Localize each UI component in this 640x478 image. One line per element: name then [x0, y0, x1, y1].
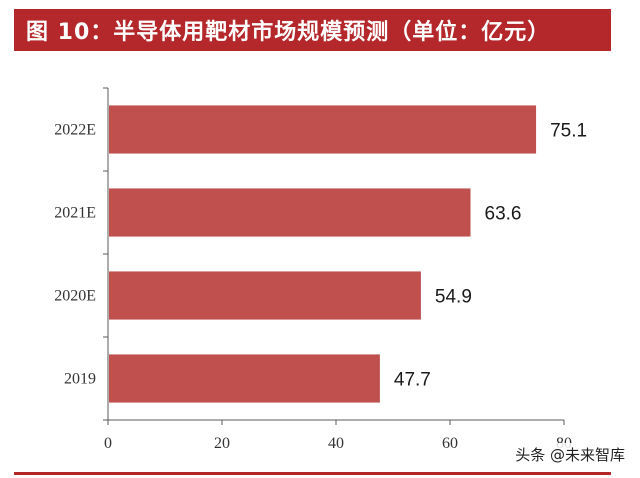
data-label: 63.6	[485, 204, 522, 225]
category-label: 2021E	[54, 205, 96, 222]
bar	[109, 188, 471, 237]
category-label: 2020E	[54, 288, 96, 305]
x-tick-label: 40	[328, 435, 344, 452]
data-label: 47.7	[394, 370, 431, 391]
category-label: 2022E	[54, 122, 96, 139]
watermark: 头条 @未来智库	[512, 443, 628, 466]
bar	[109, 354, 380, 403]
bar	[109, 271, 421, 320]
data-label: 54.9	[435, 287, 472, 308]
chart-title: 图 10：半导体用靶材市场规模预测（单位：亿元）	[26, 20, 551, 45]
x-tick-label: 20	[214, 435, 230, 452]
bottom-rule	[14, 472, 611, 475]
data-label: 75.1	[550, 121, 587, 142]
title-bar: 图 10：半导体用靶材市场规模预测（单位：亿元）	[14, 9, 611, 51]
x-tick-label: 0	[104, 435, 112, 452]
x-tick-label: 60	[442, 435, 458, 452]
bar	[109, 105, 537, 154]
category-label: 2019	[64, 371, 96, 388]
